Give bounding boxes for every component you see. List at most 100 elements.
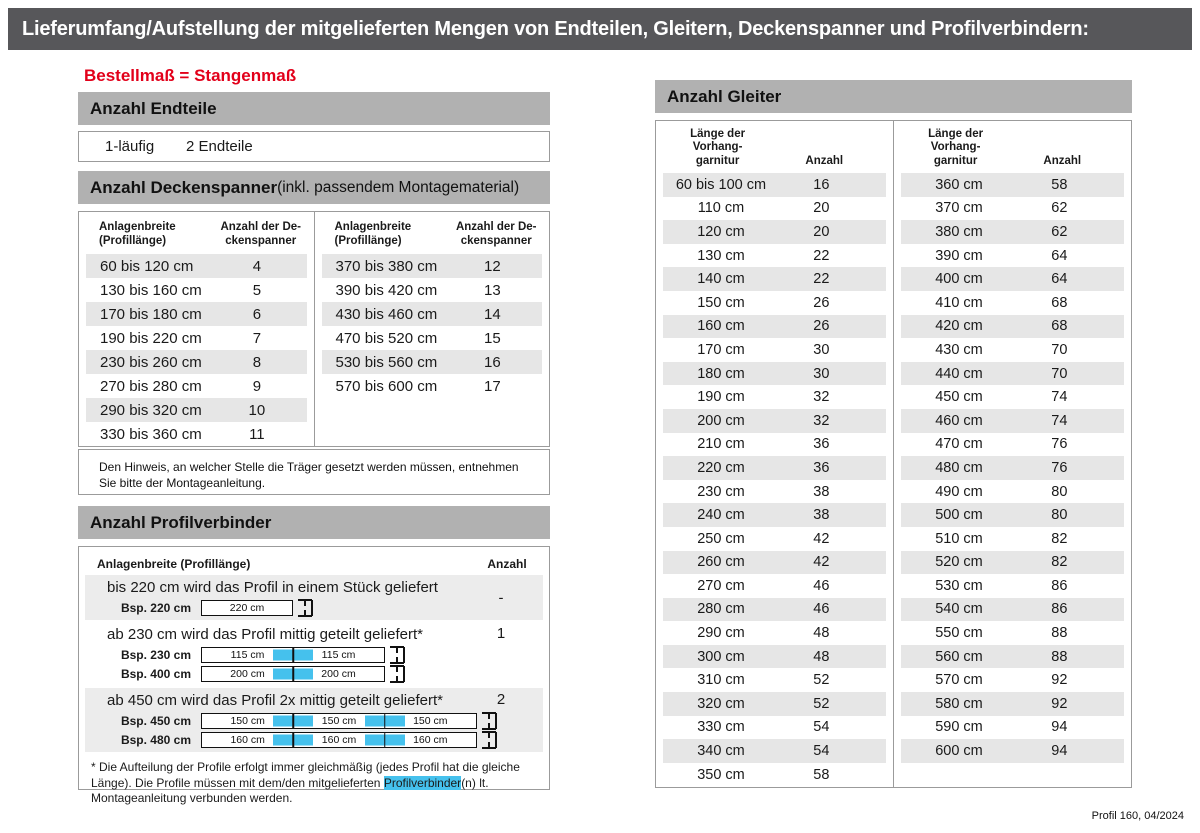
row-label: 200 cm xyxy=(697,412,745,429)
profile-bar-diagram: 220 cm xyxy=(201,599,293,616)
row-value: 70 xyxy=(1051,341,1068,358)
profile-end-cap-icon xyxy=(482,711,497,730)
row-label: 390 bis 420 cm xyxy=(335,281,438,299)
row-label: 250 cm xyxy=(697,530,745,547)
row-value: 80 xyxy=(1051,507,1068,524)
row-label: 130 bis 160 cm xyxy=(100,281,202,299)
row-label: 420 cm xyxy=(935,318,983,335)
row-value: 64 xyxy=(1051,247,1068,264)
row-value: 32 xyxy=(813,389,830,406)
profile-segment-length: 200 cm xyxy=(230,667,265,680)
profile-joint-line xyxy=(292,713,295,728)
row-label: 300 cm xyxy=(697,648,745,665)
row-value: 82 xyxy=(1051,554,1068,571)
profilverbinder-footnote: * Die Aufteilung der Profile erfolgt imm… xyxy=(79,754,549,807)
row-value: 42 xyxy=(813,554,830,571)
column-header-laenge: Länge der Vorhang- garnitur xyxy=(928,127,984,167)
table-row: 330 cm 54 xyxy=(663,716,886,740)
deckenspanner-table-right: Anlagenbreite (Profillänge) Anzahl der D… xyxy=(313,212,550,446)
profilverbinder-count: - xyxy=(498,589,504,606)
row-label: 310 cm xyxy=(697,672,745,689)
table-row: 490 cm 80 xyxy=(901,480,1124,504)
row-value: 7 xyxy=(252,329,262,347)
table-row: 150 cm 26 xyxy=(663,291,886,315)
row-value: 9 xyxy=(252,377,262,395)
table-row: 510 cm 82 xyxy=(901,527,1124,551)
table-row: 380 cm 62 xyxy=(901,220,1124,244)
row-value: 26 xyxy=(813,294,830,311)
row-value: 76 xyxy=(1051,436,1068,453)
profile-end-cap-icon xyxy=(482,730,497,749)
section-header-profilverbinder-label: Anzahl Profilverbinder xyxy=(90,512,272,532)
deckenspanner-table-header: Anlagenbreite (Profillänge) Anzahl der D… xyxy=(315,212,550,254)
row-label: 230 bis 260 cm xyxy=(100,353,202,371)
row-label: 330 bis 360 cm xyxy=(100,425,202,443)
row-value: 74 xyxy=(1051,389,1068,406)
table-row: 600 cm 94 xyxy=(901,739,1124,763)
row-label: 410 cm xyxy=(935,294,983,311)
profile-example-label: Bsp. 220 cm xyxy=(120,600,191,615)
table-row: 280 cm 46 xyxy=(663,597,886,622)
table-row: 140 cm 22 xyxy=(663,267,886,291)
row-label: 580 cm xyxy=(935,695,983,712)
table-row: 570 cm 92 xyxy=(901,668,1124,692)
profile-segment-length: 150 cm xyxy=(413,714,448,727)
footnote-text: * Die Aufteilung der Profile erfolgt imm… xyxy=(91,760,520,790)
table-row: 430 bis 460 cm 14 xyxy=(321,302,542,326)
table-row: 340 cm 54 xyxy=(663,739,886,763)
table-row: 60 bis 120 cm 4 xyxy=(86,254,307,278)
column-header-anzahl: Anzahl xyxy=(805,154,844,167)
table-row: 270 bis 280 cm 9 xyxy=(86,374,307,398)
deckenspanner-table-left: Anlagenbreite (Profillänge) Anzahl der D… xyxy=(79,212,314,446)
row-label: 270 bis 280 cm xyxy=(100,377,202,395)
table-row: 130 bis 160 cm 5 xyxy=(86,278,307,302)
row-value: 14 xyxy=(484,305,501,323)
table-row: 190 bis 220 cm 7 xyxy=(86,326,307,350)
row-label: 390 cm xyxy=(935,247,983,264)
row-label: 590 cm xyxy=(935,719,983,736)
profile-segment-length: 115 cm xyxy=(321,648,356,661)
gleiter-table-right: Länge der Vorhang- garnitur Anzahl 360 c… xyxy=(893,121,1131,787)
profile-segment-length: 160 cm xyxy=(413,733,448,746)
table-row: 310 cm 52 xyxy=(663,668,886,692)
table-row: 290 cm 48 xyxy=(663,621,886,645)
section-header-endteile-label: Anzahl Endteile xyxy=(90,98,217,118)
table-row: 430 cm 70 xyxy=(901,338,1124,362)
row-label: 560 cm xyxy=(935,648,983,665)
row-label: 370 bis 380 cm xyxy=(335,257,438,275)
row-value: 88 xyxy=(1051,625,1068,642)
row-value: 22 xyxy=(813,247,830,264)
profile-example-label: Bsp. 230 cm xyxy=(120,647,191,662)
row-label: 260 cm xyxy=(697,554,745,571)
profile-example-label: Bsp. 480 cm xyxy=(120,732,191,747)
profile-segment-length: 220 cm xyxy=(229,601,265,614)
profile-segment-length: 200 cm xyxy=(321,667,356,680)
row-label: 340 cm xyxy=(697,743,745,760)
row-label: 130 cm xyxy=(697,247,745,264)
row-value: 70 xyxy=(1051,365,1068,382)
row-value: 82 xyxy=(1051,530,1068,547)
section-header-deckenspanner-label: Anzahl Deckenspanner xyxy=(90,177,278,197)
row-value: 32 xyxy=(813,412,830,429)
row-label: 320 cm xyxy=(697,695,745,712)
table-row: 330 bis 360 cm 11 xyxy=(86,422,307,446)
row-value: 52 xyxy=(813,672,830,689)
profile-joint-line xyxy=(292,647,294,662)
row-label: 520 cm xyxy=(935,554,983,571)
table-row: 210 cm 36 xyxy=(663,433,886,457)
row-value: 6 xyxy=(252,305,262,323)
row-value: 20 xyxy=(813,223,830,240)
endteile-table: 1-läufig 2 Endteile xyxy=(78,131,550,162)
row-value: 13 xyxy=(484,281,501,299)
gleiter-table-header: Länge der Vorhang- garnitur Anzahl xyxy=(894,121,1131,173)
deckenspanner-table-header: Anlagenbreite (Profillänge) Anzahl der D… xyxy=(79,212,314,254)
row-label: 60 bis 120 cm xyxy=(100,257,194,275)
row-value: 22 xyxy=(813,271,830,288)
row-value: 92 xyxy=(1051,695,1068,712)
row-value: 68 xyxy=(1051,318,1068,335)
section-header-deckenspanner: Anzahl Deckenspanner (inkl. passendem Mo… xyxy=(78,171,550,204)
profile-bar-diagram: 150 cm 150 cm 150 cm xyxy=(201,712,477,729)
row-value: 54 xyxy=(813,719,830,736)
table-row: 520 cm 82 xyxy=(901,550,1124,575)
